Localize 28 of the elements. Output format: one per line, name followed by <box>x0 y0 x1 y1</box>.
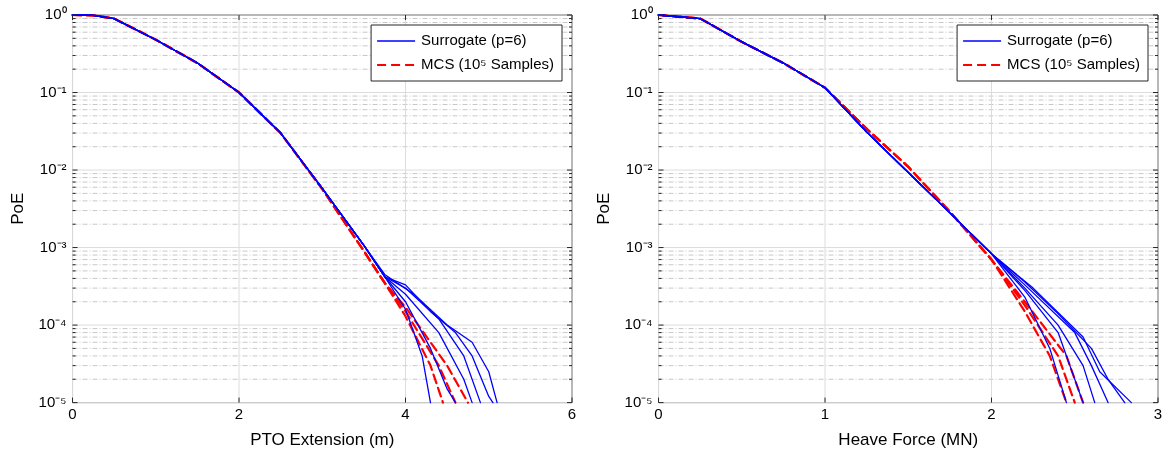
legend-label: MCS (10⁵ Samples) <box>421 55 554 73</box>
y-tick-label: 10⁰ <box>630 5 653 23</box>
x-tick-label: 0 <box>654 404 663 422</box>
legend-label: MCS (10⁵ Samples) <box>1007 55 1140 73</box>
y-tick-label: 10⁻¹ <box>39 82 67 100</box>
y-tick-label: 10⁻⁴ <box>38 315 67 333</box>
y-tick-label: 10⁻² <box>39 160 67 178</box>
y-axis-title: PoE <box>7 192 27 225</box>
x-tick-label: 2 <box>987 404 996 422</box>
x-axis-title: Heave Force (MN) <box>838 430 979 450</box>
x-tick-label: 0 <box>68 404 77 422</box>
y-tick-label: 10⁻⁵ <box>624 392 653 410</box>
y-tick-label: 10⁻⁴ <box>624 315 653 333</box>
y-tick-label: 10⁻³ <box>625 237 653 255</box>
y-tick-label: 10⁻³ <box>39 237 67 255</box>
y-tick-label: 10⁻¹ <box>625 82 653 100</box>
legend-label: Surrogate (p=6) <box>421 31 527 49</box>
x-tick-label: 4 <box>401 404 410 422</box>
x-axis-title: PTO Extension (m) <box>250 430 395 450</box>
x-tick-label: 3 <box>1153 404 1163 422</box>
x-tick-label: 2 <box>234 404 244 422</box>
y-tick-label: 10⁰ <box>44 5 67 23</box>
legend-label: Surrogate (p=6) <box>1007 31 1113 49</box>
y-tick-label: 10⁻² <box>625 160 653 178</box>
y-tick-label: 10⁻⁵ <box>38 392 67 410</box>
y-axis-title: PoE <box>593 192 613 225</box>
x-tick-label: 1 <box>820 404 830 422</box>
x-tick-label: 6 <box>567 404 577 422</box>
